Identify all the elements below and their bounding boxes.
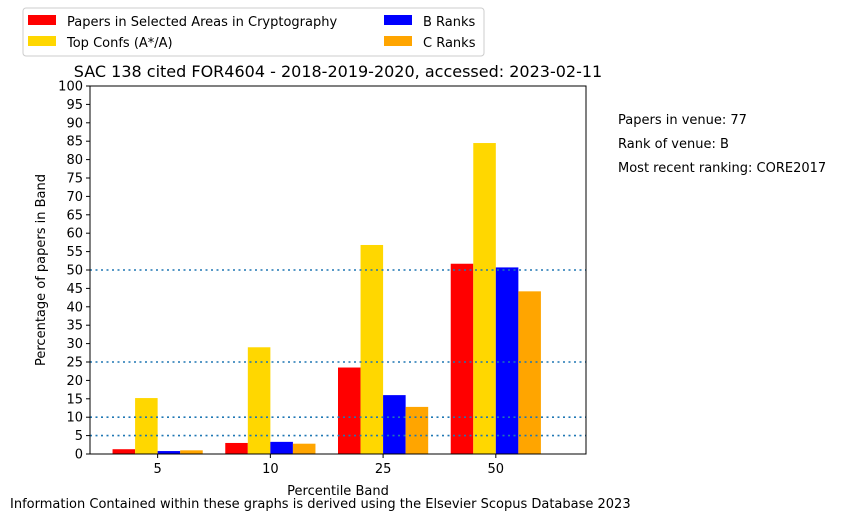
- y-tick-label-95: 95: [66, 98, 83, 113]
- x-tick-label-50: 50: [488, 462, 505, 477]
- legend-entry-2: B Ranks: [384, 15, 476, 30]
- plot-area-frame: [89, 85, 587, 455]
- y-tick-label-0: 0: [75, 448, 83, 463]
- bar-2-25: [383, 395, 406, 454]
- legend-swatch-2: [384, 15, 412, 25]
- y-tick-label-100: 100: [58, 80, 83, 95]
- bar-0-50: [450, 263, 474, 454]
- legend-label-2: B Ranks: [423, 15, 476, 30]
- bar-2-50: [495, 267, 519, 454]
- y-axis-label: Percentage of papers in Band: [34, 174, 49, 366]
- legend-label-0: Papers in Selected Areas in Cryptography: [67, 15, 337, 30]
- y-tick-label-50: 50: [66, 264, 83, 279]
- chart-title: SAC 138 cited FOR4604 - 2018-2019-2020, …: [74, 62, 602, 81]
- papers-in-venue-text: Papers in venue: 77: [618, 113, 747, 128]
- legend-label-1: Top Confs (A*/A): [66, 36, 173, 51]
- bar-0-5: [112, 449, 136, 454]
- bar-2-10: [270, 441, 293, 454]
- rank-of-venue-text: Rank of venue: B: [618, 137, 729, 152]
- y-tick-label-5: 5: [75, 429, 83, 444]
- bar-3-10: [292, 443, 316, 454]
- y-tick-label-55: 55: [66, 245, 83, 260]
- y-ticks-group: 0 5 10 15 20 25 30 35 40 45 50 55 60 65 70 75 80 85 90 95 10…: [58, 80, 90, 463]
- bar-0-10: [225, 442, 248, 454]
- y-tick-label-60: 60: [66, 227, 83, 242]
- bar-3-5: [180, 450, 203, 454]
- bar-1-5: [135, 398, 158, 454]
- y-tick-label-85: 85: [66, 135, 83, 150]
- y-tick-label-65: 65: [66, 208, 83, 223]
- bar-0-25: [338, 367, 361, 454]
- legend-entry-3: C Ranks: [384, 36, 476, 51]
- y-tick-label-25: 25: [66, 356, 83, 371]
- bars-group: [112, 143, 541, 455]
- x-ticks-group: 5 10 25 50: [153, 454, 504, 477]
- reference-lines-group: [90, 269, 586, 437]
- legend-swatch-1: [28, 36, 56, 46]
- bar-3-50: [518, 291, 541, 454]
- legend-frame: [22, 7, 485, 57]
- y-tick-label-70: 70: [66, 190, 83, 205]
- most-recent-ranking-text: Most recent ranking: CORE2017: [618, 161, 826, 176]
- y-tick-label-30: 30: [66, 337, 83, 352]
- legend-entry-0: Papers in Selected Areas in Cryptography: [28, 15, 337, 30]
- y-tick-label-10: 10: [66, 411, 83, 426]
- bar-2-5: [157, 451, 181, 454]
- legend-swatch-3: [384, 36, 412, 46]
- y-tick-label-75: 75: [66, 172, 83, 187]
- y-tick-label-90: 90: [66, 116, 83, 131]
- bar-3-25: [405, 406, 429, 454]
- x-tick-label-25: 25: [375, 462, 392, 477]
- legend-entry-1: Top Confs (A*/A): [28, 36, 173, 51]
- legend-swatch-0: [28, 15, 56, 25]
- y-tick-label-20: 20: [66, 374, 83, 389]
- bar-1-10: [247, 347, 271, 454]
- y-tick-label-40: 40: [66, 300, 83, 315]
- footer-note: Information Contained within these graph…: [10, 497, 631, 512]
- bar-1-50: [473, 143, 496, 455]
- bar-1-25: [360, 244, 384, 454]
- x-tick-label-5: 5: [153, 462, 161, 477]
- y-tick-label-80: 80: [66, 153, 83, 168]
- x-axis-label: Percentile Band: [287, 484, 389, 499]
- x-tick-label-10: 10: [262, 462, 279, 477]
- y-tick-label-45: 45: [66, 282, 83, 297]
- y-tick-label-35: 35: [66, 319, 83, 334]
- y-tick-label-15: 15: [66, 392, 83, 407]
- legend-label-3: C Ranks: [423, 36, 476, 51]
- legend: Papers in Selected Areas in Cryptography…: [22, 7, 485, 57]
